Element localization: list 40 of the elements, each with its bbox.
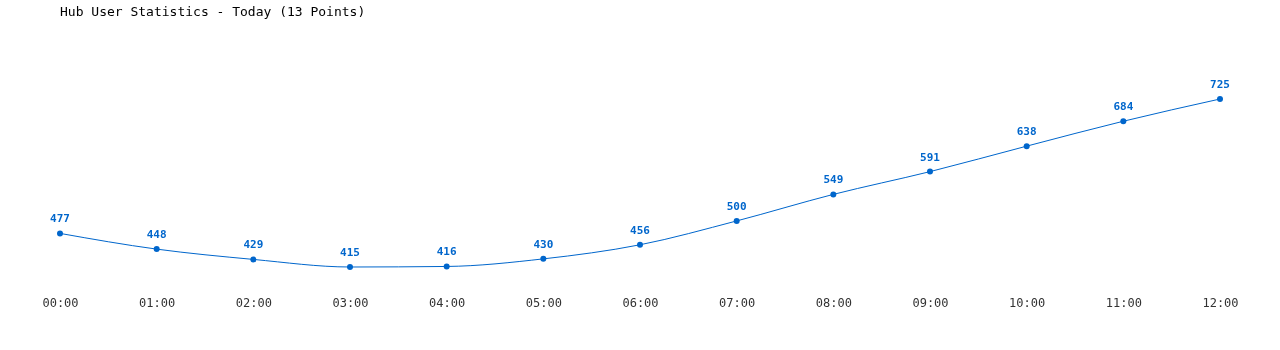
x-tick-label: 06:00: [622, 295, 659, 310]
data-label: 638: [1016, 125, 1037, 139]
point: [637, 241, 643, 248]
data-label: 416: [436, 245, 457, 259]
point: [540, 255, 547, 262]
x-tick-label: 10:00: [1009, 295, 1046, 310]
point: [57, 230, 63, 237]
point: [1120, 118, 1127, 125]
data-label: 591: [920, 150, 941, 164]
point: [153, 246, 160, 253]
data-label: 477: [50, 212, 70, 226]
data-label: 448: [146, 228, 167, 242]
x-tick-label: 05:00: [525, 295, 562, 310]
point: [443, 263, 450, 270]
x-tick-label: 07:00: [719, 295, 756, 310]
data-label: 684: [1113, 100, 1134, 114]
data-label: 549: [823, 173, 844, 187]
point: [1023, 143, 1030, 150]
data-label: 500: [726, 199, 747, 213]
x-tick-label: 08:00: [815, 295, 852, 310]
data-label: 430: [533, 237, 554, 251]
point: [830, 191, 837, 198]
data-label: 725: [1210, 78, 1230, 91]
data-label: 456: [630, 223, 651, 237]
x-tick-label: 12:00: [1202, 295, 1239, 310]
data-label: 415: [340, 246, 360, 259]
x-tick-label: 11:00: [1105, 295, 1142, 310]
point: [927, 168, 933, 175]
x-tick-label: 09:00: [912, 295, 949, 310]
point: [250, 256, 257, 263]
x-tick-label: 01:00: [139, 295, 176, 310]
x-tick-label: 00:00: [42, 295, 79, 310]
chart-title: Hub User Statistics - Today (13 Points): [60, 4, 366, 19]
data-label: 429: [243, 238, 264, 252]
x-tick-label: 04:00: [429, 295, 466, 310]
point: [733, 217, 740, 224]
x-tick-label: 03:00: [332, 295, 369, 310]
point: [347, 264, 353, 270]
point: [1217, 96, 1223, 102]
x-tick-label: 02:00: [235, 295, 272, 310]
